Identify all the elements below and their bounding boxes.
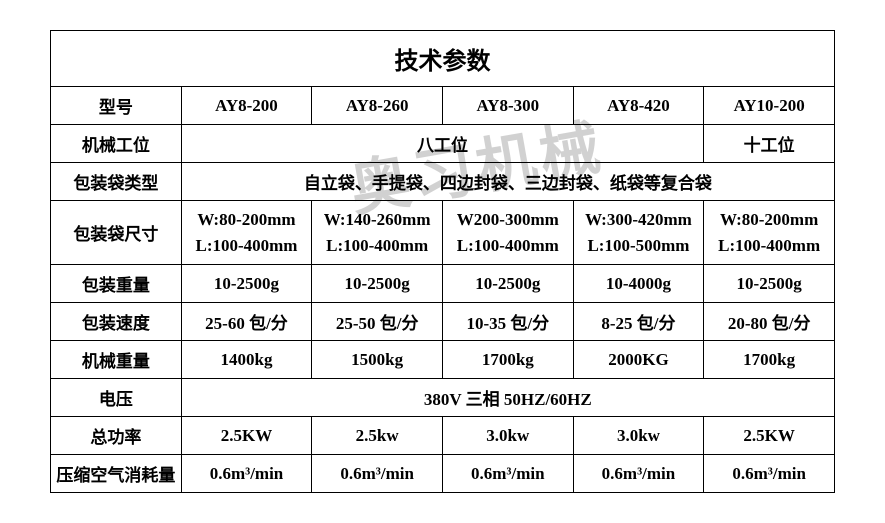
label-model: 型号 [51, 87, 182, 125]
machine-weight-2: 1700kg [442, 341, 573, 379]
air-row: 压缩空气消耗量 0.6m³/min 0.6m³/min 0.6m³/min 0.… [51, 455, 835, 493]
label-pack-weight: 包装重量 [51, 265, 182, 303]
power-2: 3.0kw [442, 417, 573, 455]
model-1: AY8-260 [312, 87, 443, 125]
label-bag-size: 包装袋尺寸 [51, 201, 182, 265]
bag-type-row: 包装袋类型 自立袋、手提袋、四边封袋、三边封袋、纸袋等复合袋 [51, 163, 835, 201]
pack-speed-4: 20-80 包/分 [704, 303, 835, 341]
label-voltage: 电压 [51, 379, 182, 417]
pack-weight-4: 10-2500g [704, 265, 835, 303]
pack-weight-row: 包装重量 10-2500g 10-2500g 10-2500g 10-4000g… [51, 265, 835, 303]
pack-speed-1: 25-50 包/分 [312, 303, 443, 341]
bag-size-row: 包装袋尺寸 W:80-200mmL:100-400mm W:140-260mmL… [51, 201, 835, 265]
bag-size-0: W:80-200mmL:100-400mm [181, 201, 312, 265]
pack-weight-1: 10-2500g [312, 265, 443, 303]
power-3: 3.0kw [573, 417, 704, 455]
bag-type-all: 自立袋、手提袋、四边封袋、三边封袋、纸袋等复合袋 [181, 163, 834, 201]
pack-speed-3: 8-25 包/分 [573, 303, 704, 341]
stations-last: 十工位 [704, 125, 835, 163]
table-container: 奥习机械 技术参数 型号 AY8-200 AY8-260 AY8-300 AY8… [50, 30, 835, 493]
table-title: 技术参数 [51, 31, 835, 87]
power-0: 2.5KW [181, 417, 312, 455]
air-0: 0.6m³/min [181, 455, 312, 493]
spec-table: 技术参数 型号 AY8-200 AY8-260 AY8-300 AY8-420 … [50, 30, 835, 493]
stations-row: 机械工位 八工位 十工位 [51, 125, 835, 163]
label-stations: 机械工位 [51, 125, 182, 163]
machine-weight-0: 1400kg [181, 341, 312, 379]
power-row: 总功率 2.5KW 2.5kw 3.0kw 3.0kw 2.5KW [51, 417, 835, 455]
power-1: 2.5kw [312, 417, 443, 455]
label-machine-weight: 机械重量 [51, 341, 182, 379]
machine-weight-1: 1500kg [312, 341, 443, 379]
model-2: AY8-300 [442, 87, 573, 125]
label-power: 总功率 [51, 417, 182, 455]
bag-size-4: W:80-200mmL:100-400mm [704, 201, 835, 265]
label-pack-speed: 包装速度 [51, 303, 182, 341]
pack-weight-2: 10-2500g [442, 265, 573, 303]
air-4: 0.6m³/min [704, 455, 835, 493]
bag-size-2: W200-300mmL:100-400mm [442, 201, 573, 265]
voltage-row: 电压 380V 三相 50HZ/60HZ [51, 379, 835, 417]
label-air: 压缩空气消耗量 [51, 455, 182, 493]
air-1: 0.6m³/min [312, 455, 443, 493]
voltage-all: 380V 三相 50HZ/60HZ [181, 379, 834, 417]
power-4: 2.5KW [704, 417, 835, 455]
pack-weight-3: 10-4000g [573, 265, 704, 303]
bag-size-3: W:300-420mmL:100-500mm [573, 201, 704, 265]
pack-weight-0: 10-2500g [181, 265, 312, 303]
pack-speed-row: 包装速度 25-60 包/分 25-50 包/分 10-35 包/分 8-25 … [51, 303, 835, 341]
pack-speed-2: 10-35 包/分 [442, 303, 573, 341]
machine-weight-3: 2000KG [573, 341, 704, 379]
model-0: AY8-200 [181, 87, 312, 125]
machine-weight-4: 1700kg [704, 341, 835, 379]
label-bag-type: 包装袋类型 [51, 163, 182, 201]
title-row: 技术参数 [51, 31, 835, 87]
model-4: AY10-200 [704, 87, 835, 125]
pack-speed-0: 25-60 包/分 [181, 303, 312, 341]
model-row: 型号 AY8-200 AY8-260 AY8-300 AY8-420 AY10-… [51, 87, 835, 125]
air-3: 0.6m³/min [573, 455, 704, 493]
model-3: AY8-420 [573, 87, 704, 125]
machine-weight-row: 机械重量 1400kg 1500kg 1700kg 2000KG 1700kg [51, 341, 835, 379]
stations-first4: 八工位 [181, 125, 704, 163]
bag-size-1: W:140-260mmL:100-400mm [312, 201, 443, 265]
air-2: 0.6m³/min [442, 455, 573, 493]
